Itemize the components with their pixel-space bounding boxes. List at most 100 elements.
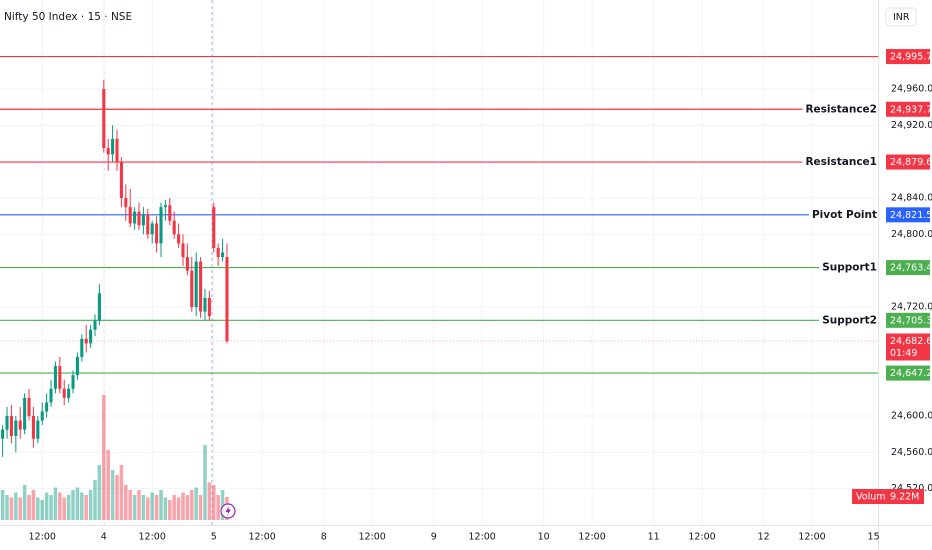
volume-bar [207,482,212,520]
level-name: Resistance2 [805,103,877,115]
x-tick-label: 12:00 [468,532,495,543]
candle-body [181,243,185,258]
level-name-bg [819,313,878,328]
volume-bar [88,490,93,520]
volume-name: Volume [856,492,891,503]
x-tick-label: 15 [868,532,880,543]
candle-body [207,297,211,317]
volume-bar [141,495,146,520]
volume-bar [44,492,49,520]
volume-bar [128,490,132,520]
candle-body [31,416,35,439]
candle-body [159,207,163,244]
volume-bar [150,492,154,520]
candle-body [23,397,27,430]
volume-bar [31,490,36,520]
candle-body [62,388,66,398]
volume-bar [190,490,194,520]
candle-body [177,234,181,244]
candle-body [146,214,150,235]
volume-bar [0,490,5,520]
volume-bar [115,475,119,520]
x-tick-label: 12:00 [29,532,56,543]
volume-bar [22,485,27,520]
currency-box [885,7,917,27]
candle-body [106,148,110,155]
candle-body [9,416,13,436]
currency: INR [893,12,910,23]
x-tick-label: 12:00 [688,532,715,543]
level-label-box [886,49,930,65]
volume-bar [80,492,84,520]
level-label: 24,995.75 [890,52,932,63]
level-label: 24,879.60 [890,157,932,168]
x-tick-label: 5 [211,532,217,543]
candle-body [14,420,18,436]
x-tick-label: 12:00 [248,532,275,543]
candle-body [27,397,31,417]
volume-value-box [886,489,924,504]
x-tick-label: 8 [321,532,327,543]
candle-body [194,261,198,308]
x-tick-label: 9 [431,532,437,543]
level-label-box [886,154,930,170]
countdown: 01:49 [890,348,917,359]
candle-body [67,388,71,398]
volume-bar [106,450,110,520]
candle-body [45,402,49,412]
axis-layer: 24,960.00 24,920.00 24,840.00 24,800.00 24,7… [29,49,932,543]
volume-bar [97,465,102,520]
last-price-label: 24,682.60 [890,336,932,347]
volume-bar [163,497,168,520]
level-label-box [886,207,930,223]
level-label: 24,705.35 [890,315,932,326]
candle-body [84,338,88,344]
level-label-box [886,365,930,381]
candle-body [163,205,167,208]
volume-bar [220,490,225,520]
candle-body [124,198,128,208]
volume-bar [172,495,176,520]
candle-body [36,420,40,439]
level-name: Resistance1 [805,156,877,168]
candle-body [119,161,123,199]
levels-layer [0,55,878,374]
candles-layer [1,79,229,457]
candle-body [49,388,53,403]
x-tick-label: 12 [758,532,770,543]
candle-body [137,211,141,226]
volume-bar [18,497,22,520]
volume-bar [194,487,198,520]
candle-body [133,211,137,224]
candle-body [199,261,203,312]
x-tick-label: 12:00 [578,532,605,543]
level-name-bg [808,207,878,222]
level-label-box [886,260,930,276]
candle-body [203,297,207,312]
candle-body [155,223,159,244]
y-tick-label: 24,800.00 [891,229,932,240]
level-label-box [886,101,930,117]
x-tick-label: 12:00 [139,532,166,543]
y-tick-label: 24,560.00 [891,447,932,458]
level-name-bg [802,155,878,170]
volume-bar [168,500,172,520]
event-icon-bolt [225,506,231,516]
candle-body [168,205,172,221]
level-name-bg [819,260,878,275]
volume-bar [203,445,207,520]
candle-body [18,420,22,430]
x-tick-label: 4 [101,532,107,543]
x-tick-label: 11 [648,532,660,543]
volume-value: 9.22M [890,492,919,503]
volume-bar [14,492,18,520]
candle-body [128,207,132,224]
y-tick-label: 24,840.00 [891,193,932,204]
volume-bar [159,490,163,520]
candle-body [111,138,115,155]
y-tick-label: 24,720.00 [891,302,932,313]
level-name: Support1 [822,262,877,274]
volume-bar [49,495,53,520]
volume-bar [176,497,181,520]
